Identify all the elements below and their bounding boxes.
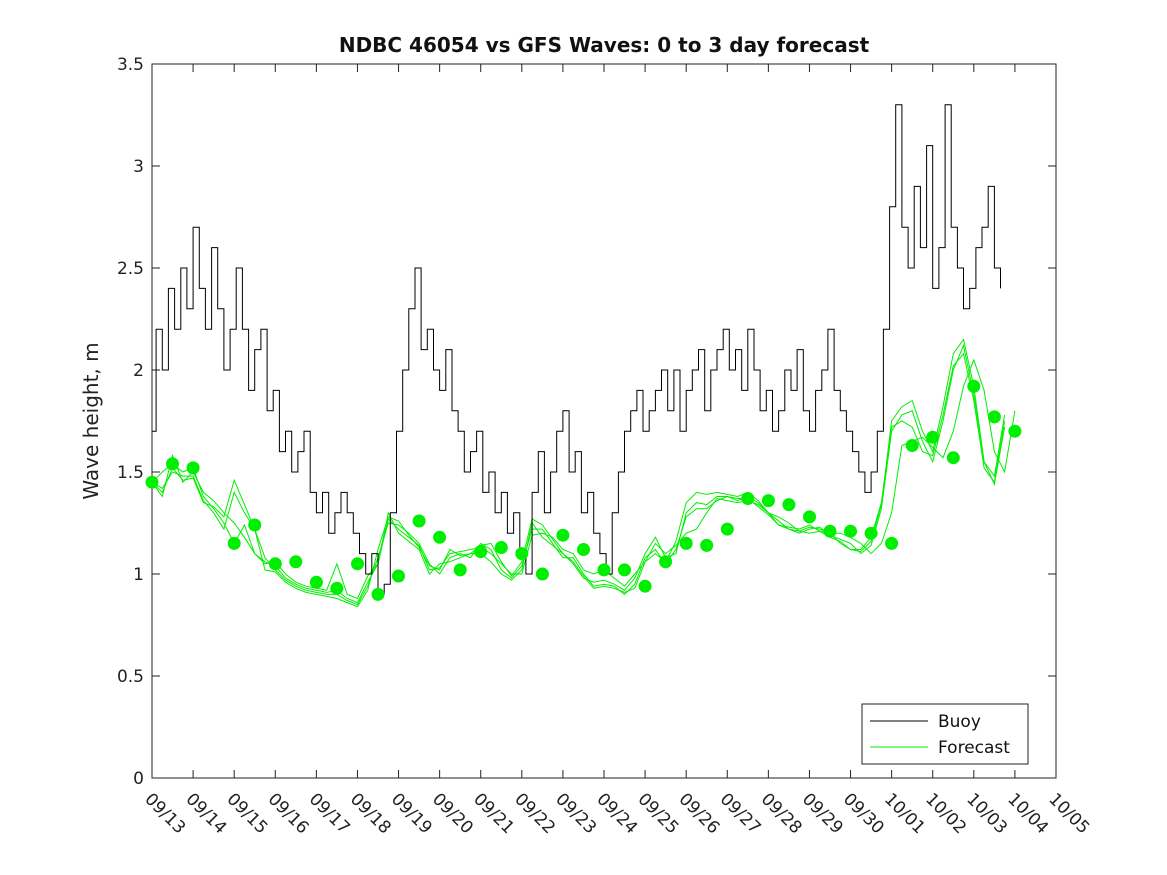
- y-tick-label: 0: [133, 769, 144, 789]
- y-tick-label: 2: [133, 361, 144, 381]
- y-tick-label: 1: [133, 565, 144, 585]
- forecast-point: [227, 536, 241, 550]
- forecast-point: [926, 430, 940, 444]
- forecast-point: [577, 543, 590, 556]
- forecast-point: [803, 510, 816, 524]
- forecast-run-line-1: [151, 358, 1016, 600]
- y-axis: 0 0.5 1 1.5 2 2.5 3 3.5: [117, 55, 1056, 789]
- series-layer: [145, 104, 1022, 608]
- forecast-point: [453, 563, 467, 577]
- forecast-point: [289, 555, 303, 569]
- forecast-point: [166, 457, 179, 471]
- y-tick-label: 3.5: [117, 55, 144, 75]
- forecast-point: [782, 498, 796, 512]
- forecast-point: [967, 379, 981, 393]
- forecast-point: [679, 536, 693, 550]
- forecast-point: [618, 563, 631, 577]
- y-tick-label: 2.5: [117, 259, 144, 279]
- forecast-point: [720, 522, 734, 536]
- forecast-run-line-4: [151, 338, 1006, 608]
- y-tick-label: 3: [133, 157, 144, 177]
- forecast-point: [248, 518, 262, 532]
- chart-title: NDBC 46054 vs GFS Waves: 0 to 3 day fore…: [339, 33, 870, 57]
- forecast-point: [741, 492, 755, 505]
- forecast-point: [371, 587, 385, 601]
- legend: Buoy Forecast: [861, 703, 1029, 765]
- forecast-point: [412, 514, 426, 528]
- forecast-point: [597, 563, 611, 577]
- forecast-point: [392, 569, 405, 583]
- forecast-point: [330, 581, 344, 595]
- forecast-point: [885, 536, 899, 550]
- forecast-point: [535, 567, 549, 581]
- buoy-line: [152, 104, 1001, 595]
- forecast-point: [556, 528, 570, 542]
- forecast-point: [186, 461, 200, 475]
- forecast-point: [474, 545, 488, 559]
- forecast-point: [309, 575, 323, 589]
- legend-buoy-label: Buoy: [938, 712, 981, 732]
- forecast-point: [494, 541, 508, 554]
- forecast-point: [268, 557, 282, 571]
- forecast-point: [515, 547, 529, 561]
- forecast-run-line-2: [151, 343, 1006, 604]
- forecast-point: [987, 410, 1001, 424]
- forecast-point: [700, 538, 714, 552]
- plot-area: [151, 63, 1057, 779]
- forecast-point: [351, 557, 364, 571]
- forecast-point: [761, 494, 775, 508]
- forecast-point: [638, 579, 652, 593]
- legend-box: [861, 703, 1029, 765]
- y-axis-label: Wave height, m: [79, 342, 103, 499]
- forecast-point: [659, 555, 673, 569]
- y-tick-label: 0.5: [117, 667, 144, 687]
- forecast-run-line-3: [151, 352, 1006, 606]
- legend-forecast-label: Forecast: [938, 738, 1010, 758]
- forecast-point: [946, 451, 960, 465]
- forecast-point: [1008, 424, 1022, 438]
- forecast-point: [844, 524, 857, 538]
- forecast-point: [145, 475, 159, 489]
- forecast-point: [433, 530, 447, 544]
- forecast-point: [864, 526, 878, 540]
- forecast-point: [905, 439, 919, 452]
- y-tick-label: 1.5: [117, 463, 144, 483]
- forecast-point: [823, 524, 837, 538]
